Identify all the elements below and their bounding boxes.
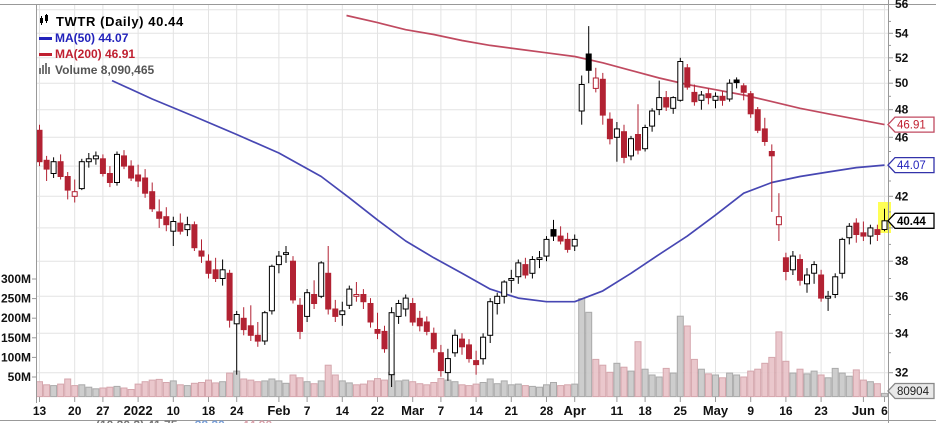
svg-text:150M: 150M xyxy=(1,331,31,345)
svg-text:52: 52 xyxy=(895,51,909,65)
svg-text:14: 14 xyxy=(336,404,350,418)
svg-text:34: 34 xyxy=(895,326,909,340)
svg-text:100M: 100M xyxy=(1,350,31,364)
svg-text:46.91: 46.91 xyxy=(897,120,926,132)
svg-text:250M: 250M xyxy=(1,292,31,306)
svg-text:40.44: 40.44 xyxy=(897,216,926,228)
ma200-legend-label: MA(200) 46.91 xyxy=(55,47,136,61)
svg-text:56: 56 xyxy=(895,0,909,11)
svg-text:50M: 50M xyxy=(8,370,31,384)
svg-text:18: 18 xyxy=(638,404,652,418)
svg-text:38: 38 xyxy=(895,254,909,268)
date-axis-labels: 13 20 27 2022 10 18 24 Feb 7 14 22 Mar 7 14 21 28 Apr 11 1… xyxy=(33,403,888,418)
svg-text:18: 18 xyxy=(202,404,216,418)
volume-bars-icon xyxy=(39,62,51,78)
clipped-indicator-row: (10,20,2) 41.75 38.20 44.90 xyxy=(96,418,272,423)
volume-legend-label: Volume 8,090,465 xyxy=(55,63,155,77)
svg-text:14: 14 xyxy=(469,404,483,418)
svg-text:13: 13 xyxy=(33,404,47,418)
volume-bars xyxy=(36,298,888,398)
ma200-value-tag: 46.91 xyxy=(887,116,935,133)
svg-text:54: 54 xyxy=(895,26,909,40)
symbol-title: TWTR (Daily) 40.44 xyxy=(56,14,184,29)
svg-text:Mar: Mar xyxy=(401,403,424,418)
svg-text:20: 20 xyxy=(68,404,82,418)
svg-text:42: 42 xyxy=(895,189,909,203)
ma200-line xyxy=(346,14,885,126)
svg-text:Apr: Apr xyxy=(564,403,586,418)
svg-text:22: 22 xyxy=(371,404,385,418)
svg-text:48: 48 xyxy=(895,103,909,117)
svg-text:24: 24 xyxy=(230,404,244,418)
svg-text:6: 6 xyxy=(881,404,888,418)
svg-text:44.07: 44.07 xyxy=(897,160,926,172)
svg-text:23: 23 xyxy=(814,404,828,418)
volume-legend-row: Volume 8,090,465 xyxy=(39,62,184,78)
svg-text:300M: 300M xyxy=(1,272,31,286)
grid-lines xyxy=(36,4,888,397)
last-volume-tag: 80904 xyxy=(887,382,935,400)
svg-text:Feb: Feb xyxy=(267,403,290,418)
svg-text:7: 7 xyxy=(304,404,311,418)
volume-axis-labels: 300M 250M 200M 150M 100M 50M xyxy=(1,272,31,384)
svg-text:21: 21 xyxy=(505,404,519,418)
ma200-line-swatch-icon xyxy=(39,52,52,56)
ma50-legend-label: MA(50) 44.07 xyxy=(55,31,129,45)
svg-text:May: May xyxy=(703,403,729,418)
svg-text:10: 10 xyxy=(167,404,181,418)
svg-text:Jun: Jun xyxy=(852,403,875,418)
ma50-line xyxy=(111,79,885,303)
svg-text:50: 50 xyxy=(895,76,909,90)
candlesticks xyxy=(36,26,888,387)
svg-text:2022: 2022 xyxy=(124,403,153,418)
last-price-tag: 40.44 xyxy=(887,212,935,229)
indicator-partial-value-pink: 44.90 xyxy=(242,418,272,423)
svg-text:16: 16 xyxy=(779,404,793,418)
indicator-partial-value-blue: 38.20 xyxy=(195,418,225,423)
chart-legend: TWTR (Daily) 40.44 MA(50) 44.07 MA(200) … xyxy=(39,14,184,78)
svg-text:80904: 80904 xyxy=(897,386,930,398)
svg-text:46: 46 xyxy=(895,130,909,144)
svg-text:28: 28 xyxy=(540,404,554,418)
svg-text:11: 11 xyxy=(611,404,624,418)
svg-text:9: 9 xyxy=(747,404,754,418)
ma50-line-swatch-icon xyxy=(39,36,52,40)
svg-text:200M: 200M xyxy=(1,311,31,325)
svg-text:32: 32 xyxy=(895,366,909,380)
svg-text:27: 27 xyxy=(96,404,110,418)
svg-text:36: 36 xyxy=(895,289,909,303)
ma50-value-tag: 44.07 xyxy=(887,156,935,174)
indicator-partial-text: (10,20,2) 41.75 xyxy=(96,418,177,423)
ma50-legend-row: MA(50) 44.07 xyxy=(39,30,184,46)
svg-text:25: 25 xyxy=(674,404,688,418)
price-axis-labels: 54 52 50 48 46 42 38 36 34 32 56 xyxy=(895,0,909,380)
ma200-legend-row: MA(200) 46.91 xyxy=(39,46,184,62)
svg-text:7: 7 xyxy=(438,404,445,418)
candlestick-chart-icon xyxy=(39,14,52,30)
legend-title-row: TWTR (Daily) 40.44 xyxy=(39,14,184,30)
